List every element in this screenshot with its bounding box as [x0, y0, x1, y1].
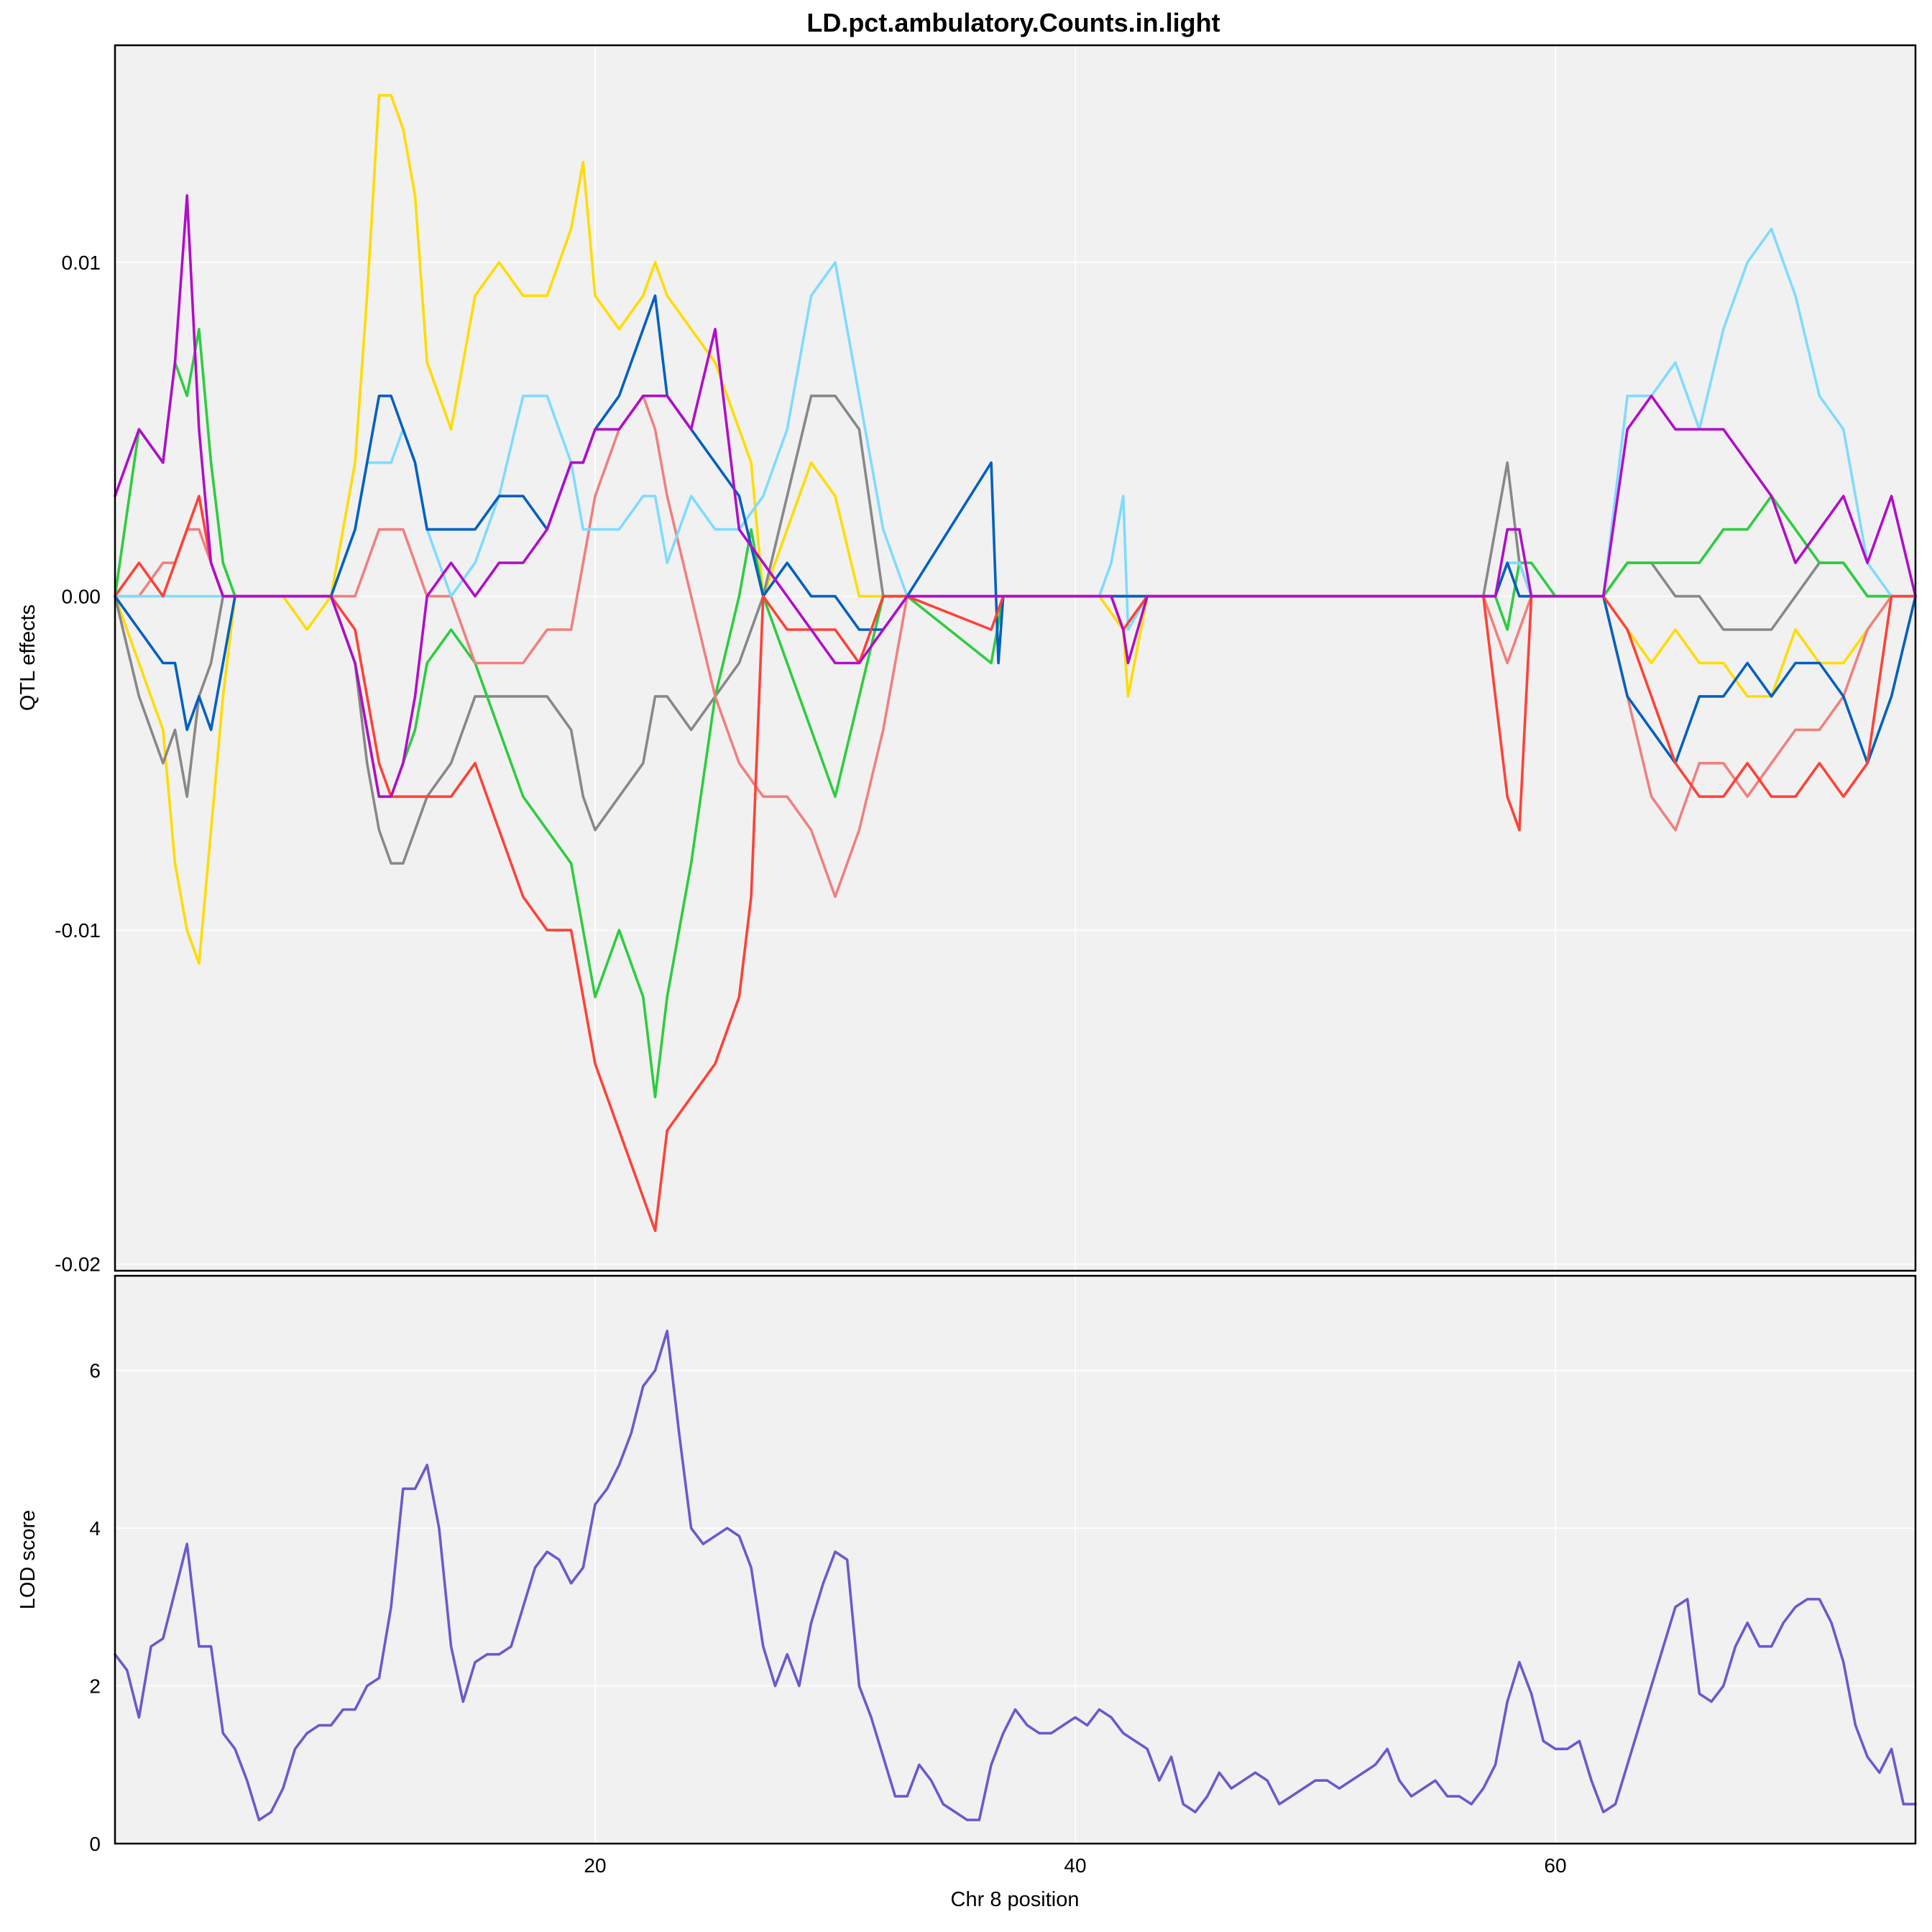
xtick-label: 20: [584, 1854, 606, 1877]
lod-ytick-label: 6: [89, 1360, 101, 1382]
lod-ytick-label: 0: [89, 1833, 101, 1855]
lod-ytick-label: 2: [89, 1675, 101, 1698]
lod-series-group: [114, 1330, 1917, 1821]
effects-y-ticks: 0.01 0.00 -0.01 -0.02: [55, 252, 101, 1276]
x-axis-ticks: 20 40 60: [584, 1854, 1566, 1877]
effects-series-line-6: [114, 494, 1917, 1233]
effects-ytick-label: -0.01: [55, 919, 101, 942]
effects-ytick-label: 0.00: [62, 586, 101, 608]
chart-title: LD.pct.ambulatory.Counts.in.light: [806, 8, 1220, 37]
effects-panel-background: [115, 45, 1915, 1271]
lod-panel-border: [114, 1274, 1917, 1845]
effects-y-axis-label: QTL effects: [17, 604, 40, 711]
effects-series-group: [114, 93, 1917, 1233]
lod-ytick-label: 4: [89, 1517, 101, 1540]
lod-y-axis-label: LOD score: [17, 1510, 40, 1610]
lod-y-ticks: 0 2 4 6: [89, 1360, 101, 1855]
lod-series-line-0: [114, 1330, 1917, 1821]
x-axis-label: Chr 8 position: [951, 1888, 1080, 1911]
effects-ytick-label: -0.02: [55, 1254, 101, 1276]
effects-panel-border: [114, 44, 1917, 1272]
effects-panel: 0.01 0.00 -0.01 -0.02 QTL effects: [17, 44, 1917, 1276]
effects-series-line-7: [114, 194, 1917, 799]
effects-series-line-0: [114, 93, 1917, 965]
lod-panel: 0 2 4 6 LOD score: [17, 1274, 1917, 1855]
lod-panel-background: [115, 1276, 1915, 1844]
xtick-label: 40: [1064, 1854, 1086, 1877]
effects-ytick-label: 0.01: [62, 252, 101, 274]
xtick-label: 60: [1544, 1854, 1566, 1877]
